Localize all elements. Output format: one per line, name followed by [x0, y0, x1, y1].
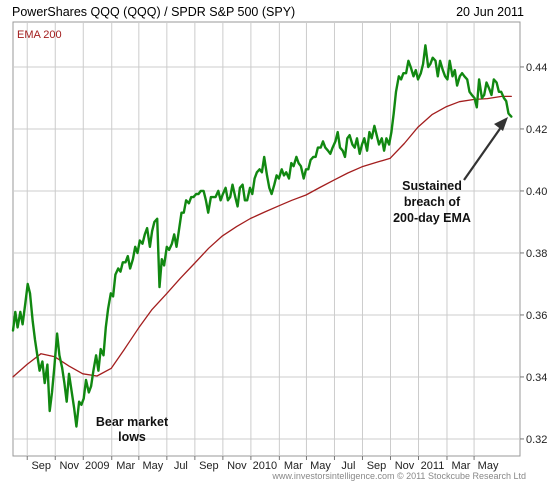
y-tick-label: 0.38 [526, 248, 547, 260]
y-tick-label: 0.42 [526, 124, 547, 136]
x-tick-label: 2009 [85, 460, 109, 472]
y-tick-label: 0.36 [526, 310, 547, 322]
y-tick-label: 0.32 [526, 434, 547, 446]
x-tick-label: Sep [31, 460, 51, 472]
x-tick-label: Nov [395, 460, 415, 472]
annotation-arrow-shaft [463, 122, 505, 181]
y-tick-label: 0.44 [526, 62, 547, 74]
footer-credit: www.investorsintelligence.com © 2011 Sto… [272, 471, 526, 481]
chart-title: PowerShares QQQ (QQQ) / SPDR S&P 500 (SP… [12, 5, 296, 19]
x-tick-label: Mar [284, 460, 303, 472]
x-tick-label: Sep [367, 460, 387, 472]
x-tick-label: 2011 [421, 460, 445, 472]
annotation-bear-line-2: lows [118, 430, 146, 444]
plot-area [12, 21, 521, 457]
y-tick-label: 0.34 [526, 372, 547, 384]
x-tick-label: Nov [227, 460, 247, 472]
x-tick-label: Mar [452, 460, 471, 472]
y-tick-label: 0.40 [526, 186, 547, 198]
x-tick-label: May [478, 460, 499, 472]
series-lines [11, 44, 513, 428]
x-tick-label: May [310, 460, 331, 472]
annotation-breach-line-1: Sustained [402, 179, 462, 193]
x-tick-label: Nov [59, 460, 79, 472]
x-tick-label: Sep [199, 460, 219, 472]
ema-200-line [12, 95, 512, 378]
x-tick-label: May [142, 460, 163, 472]
y-axis: 0.32 0.34 0.36 0.38 0.40 0.42 0.44 [520, 62, 547, 446]
annotation-bear-line-1: Bear market [96, 415, 169, 429]
x-axis: Sep Nov 2009 Mar May Jul Sep Nov 2010 Mar May Jul Se… [26, 456, 499, 472]
legend-ema-200: EMA 200 [17, 29, 62, 41]
annotation-breach-line-3: 200-day EMA [393, 211, 471, 225]
x-tick-label: Jul [174, 460, 188, 472]
x-tick-label: Jul [341, 460, 355, 472]
gridlines [13, 22, 520, 456]
annotation-arrow-head [494, 117, 508, 131]
ratio-line [11, 44, 513, 428]
x-tick-label: 2010 [253, 460, 277, 472]
x-tick-label: Mar [116, 460, 135, 472]
chart-date: 20 Jun 2011 [456, 5, 524, 19]
annotation-breach-line-2: breach of [404, 195, 461, 209]
